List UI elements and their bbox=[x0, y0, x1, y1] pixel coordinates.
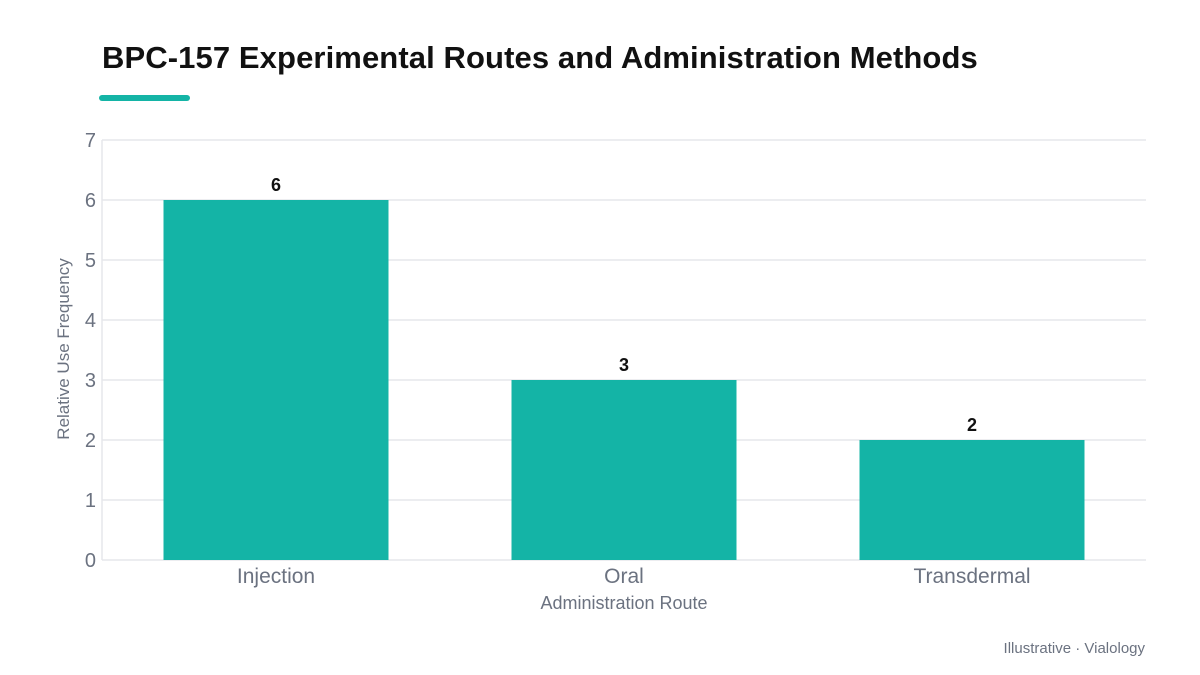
y-tick-label: 5 bbox=[85, 250, 96, 272]
y-axis-label: Relative Use Frequency bbox=[54, 258, 73, 440]
bar-transdermal bbox=[859, 440, 1085, 560]
x-axis-ticks: Injection Oral Transdermal bbox=[237, 565, 1031, 588]
x-tick-label: Oral bbox=[604, 565, 644, 588]
y-tick-label: 7 bbox=[85, 130, 96, 152]
footer-credit: Illustrative · Vialology bbox=[1003, 640, 1145, 657]
data-label: 2 bbox=[967, 415, 977, 435]
y-tick-label: 2 bbox=[85, 430, 96, 452]
y-tick-label: 1 bbox=[85, 490, 96, 512]
bars bbox=[163, 200, 1085, 560]
y-axis-ticks: 0 1 2 3 4 5 6 7 bbox=[85, 130, 96, 572]
y-tick-label: 3 bbox=[85, 370, 96, 392]
y-tick-label: 4 bbox=[85, 310, 96, 332]
data-label: 6 bbox=[271, 175, 281, 195]
x-tick-label: Injection bbox=[237, 565, 315, 588]
data-labels: 6 3 2 bbox=[271, 175, 977, 435]
bar-oral bbox=[511, 380, 737, 560]
y-tick-label: 6 bbox=[85, 190, 96, 212]
chart-title: BPC-157 Experimental Routes and Administ… bbox=[102, 40, 978, 75]
title-accent-bar bbox=[99, 95, 190, 101]
x-tick-label: Transdermal bbox=[913, 565, 1030, 588]
bar-injection bbox=[163, 200, 389, 560]
y-tick-label: 0 bbox=[85, 550, 96, 572]
x-axis-label: Administration Route bbox=[540, 593, 707, 613]
data-label: 3 bbox=[619, 355, 629, 375]
